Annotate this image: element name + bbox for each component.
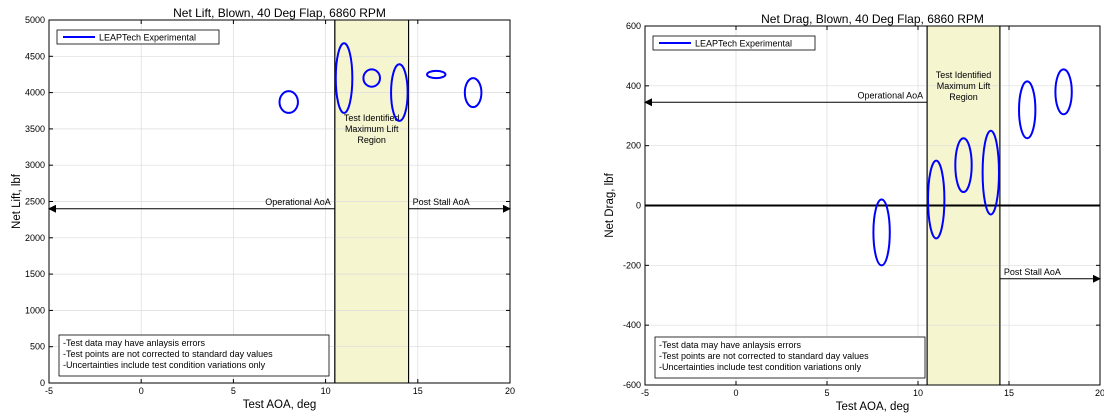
y-tick-label: 600 xyxy=(626,21,641,31)
data-ellipse xyxy=(334,42,354,114)
y-tick-label: -200 xyxy=(623,260,641,270)
note-line: -Test data may have anlaysis errors xyxy=(659,340,802,350)
y-tick-label: 1000 xyxy=(25,305,45,315)
legend-box xyxy=(56,29,220,45)
x-axis-label: Test AOA, deg xyxy=(836,401,910,413)
y-tick-label: 3000 xyxy=(25,160,45,170)
y-tick-label: -400 xyxy=(623,320,641,330)
notes-box xyxy=(58,334,330,377)
x-tick-label: 20 xyxy=(1095,388,1104,398)
region-label-line: Region xyxy=(357,135,386,145)
y-tick-label: 5000 xyxy=(25,15,45,25)
x-tick-label: 15 xyxy=(1004,388,1014,398)
x-tick-label: -5 xyxy=(45,386,53,396)
region-label-line: Maximum Lift xyxy=(937,81,991,91)
data-ellipse xyxy=(426,69,447,80)
y-tick-label: 400 xyxy=(626,81,641,91)
x-tick-label: 0 xyxy=(139,386,144,396)
y-tick-label: 2500 xyxy=(25,197,45,207)
notes-box xyxy=(654,336,926,379)
x-tick-label: -5 xyxy=(641,388,649,398)
y-tick-label: 3500 xyxy=(25,124,45,134)
arrow-label-1: Post Stall AoA xyxy=(1004,267,1061,277)
note-line: -Uncertainties include test condition va… xyxy=(659,362,862,372)
region-label-line: Region xyxy=(949,92,978,102)
data-ellipse xyxy=(872,198,891,267)
x-tick-label: 5 xyxy=(231,386,236,396)
y-tick-label: 0 xyxy=(636,201,641,211)
data-ellipse xyxy=(927,159,946,240)
x-tick-label: 0 xyxy=(733,388,738,398)
legend-label: LEAPTech Experimental xyxy=(695,39,792,49)
y-tick-label: 0 xyxy=(40,378,45,388)
note-line: -Test points are not corrected to standa… xyxy=(63,349,273,359)
note-line: -Test data may have anlaysis errors xyxy=(63,338,206,348)
data-ellipse xyxy=(463,77,483,109)
data-ellipse xyxy=(1018,80,1037,140)
arrow-label-0: Operational AoA xyxy=(858,90,924,100)
data-ellipse xyxy=(390,63,409,122)
x-tick-label: 20 xyxy=(505,386,515,396)
y-tick-label: 200 xyxy=(626,141,641,151)
region-label-line: Test Identified xyxy=(936,70,992,80)
legend-label: LEAPTech Experimental xyxy=(99,33,196,43)
y-tick-label: 4000 xyxy=(25,88,45,98)
region-label-line: Maximum Lift xyxy=(345,124,399,134)
x-tick-label: 5 xyxy=(824,388,829,398)
x-axis-label: Test AOA, deg xyxy=(243,399,317,411)
note-line: -Uncertainties include test condition va… xyxy=(63,360,266,370)
y-tick-label: 500 xyxy=(30,342,45,352)
note-line: -Test points are not corrected to standa… xyxy=(659,351,869,361)
y-tick-label: -600 xyxy=(623,380,641,390)
chart-title: Net Drag, Blown, 40 Deg Flap, 6860 RPM xyxy=(761,12,984,26)
data-ellipse xyxy=(981,129,1000,216)
max-lift-region-border xyxy=(334,19,410,384)
y-axis-label: Net Lift, lbf xyxy=(11,173,23,229)
x-tick-label: 15 xyxy=(413,386,423,396)
y-tick-label: 4500 xyxy=(25,51,45,61)
arrow-label-0: Operational AoA xyxy=(265,197,331,207)
arrow-label-1: Post Stall AoA xyxy=(413,197,470,207)
y-axis-label: Net Drag, lbf xyxy=(604,172,616,237)
data-ellipse xyxy=(278,90,299,114)
data-ellipse xyxy=(362,68,381,88)
x-tick-label: 10 xyxy=(321,386,331,396)
chart-title: Net Lift, Blown, 40 Deg Flap, 6860 RPM xyxy=(173,6,386,20)
y-tick-label: 1500 xyxy=(25,269,45,279)
y-tick-label: 2000 xyxy=(25,233,45,243)
region-label-line: Test Identified xyxy=(344,113,400,123)
legend-box xyxy=(652,35,816,51)
x-tick-label: 10 xyxy=(913,388,923,398)
data-ellipse xyxy=(1054,68,1073,116)
data-ellipse xyxy=(954,137,973,194)
